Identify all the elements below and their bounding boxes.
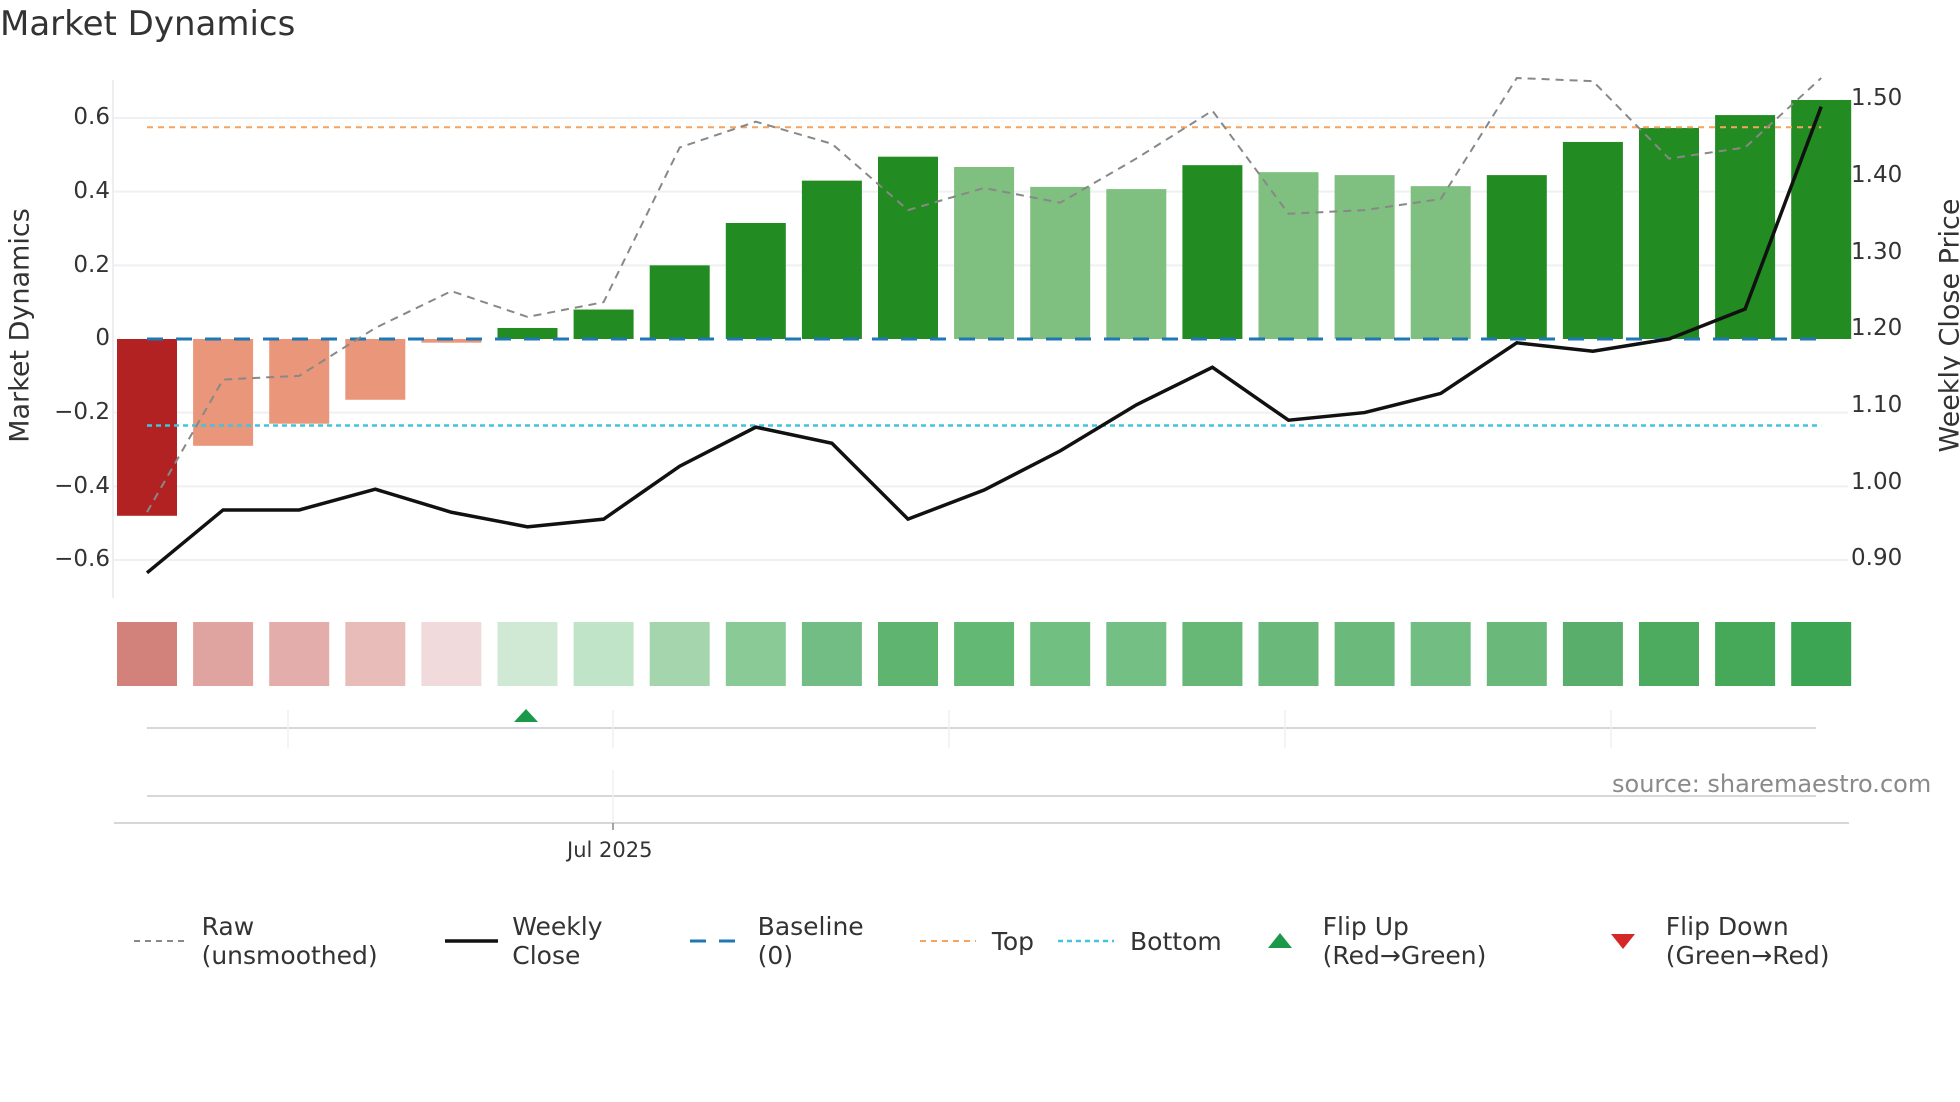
heatmap-cell xyxy=(573,622,634,686)
legend-label: Baseline (0) xyxy=(757,912,864,970)
heatmap-cell xyxy=(1334,622,1395,686)
bar xyxy=(497,327,558,339)
bar xyxy=(1791,99,1852,339)
bar xyxy=(878,156,938,339)
bar xyxy=(421,339,482,343)
legend-label: Top xyxy=(991,926,1035,956)
raw-dashed-line-icon xyxy=(134,940,188,942)
bar xyxy=(1639,127,1699,339)
heatmap-cell xyxy=(1030,622,1091,686)
chart-plot-area xyxy=(112,76,1852,830)
heatmap-cell xyxy=(1410,622,1471,686)
right-tick: 1.30 xyxy=(1851,239,1903,265)
heatmap-cell xyxy=(1106,622,1167,686)
bar xyxy=(725,222,786,339)
legend-item-flip-down: Flip Down (Green→Red) xyxy=(1603,912,1938,970)
heatmap-strip xyxy=(117,622,1852,686)
bar xyxy=(193,339,254,446)
heatmap-cell xyxy=(725,622,786,686)
chart-title: Market Dynamics xyxy=(0,4,296,44)
heatmap-cell xyxy=(878,622,938,686)
bar xyxy=(1715,115,1776,339)
right-tick: 1.20 xyxy=(1851,315,1903,341)
bar xyxy=(573,309,634,339)
flip-timeline xyxy=(147,709,1816,748)
heatmap-cell xyxy=(1182,622,1243,686)
bar xyxy=(117,339,177,516)
weekly-close-line xyxy=(145,106,1823,575)
legend-item-weekly-close: Weekly Close xyxy=(443,912,666,970)
heatmap-cell xyxy=(649,622,710,686)
bar xyxy=(954,167,1015,339)
bar xyxy=(345,339,406,400)
left-tick: 0.4 xyxy=(73,178,110,204)
flip-up-triangle-icon xyxy=(1267,933,1292,948)
bar xyxy=(1486,175,1547,339)
solid-line-icon xyxy=(444,939,499,943)
heatmap-cell xyxy=(1639,622,1699,686)
heatmap-cell xyxy=(1715,622,1776,686)
right-tick: 1.00 xyxy=(1851,469,1903,495)
heatmap-cell xyxy=(1791,622,1852,686)
bar xyxy=(269,339,330,424)
heatmap-cell xyxy=(345,622,406,686)
bar-series xyxy=(117,99,1852,516)
right-tick: 0.90 xyxy=(1851,545,1903,571)
bar xyxy=(649,265,710,339)
left-tick: −0.6 xyxy=(54,546,110,572)
bar xyxy=(1410,186,1471,339)
top-dotted-line-icon xyxy=(919,940,976,942)
legend-label: Bottom xyxy=(1130,926,1222,956)
left-tick: 0.2 xyxy=(73,252,110,278)
right-tick: 1.10 xyxy=(1851,392,1903,418)
heatmap-cell xyxy=(954,622,1015,686)
bottom-dotted-line-icon xyxy=(1058,939,1115,943)
left-tick: 0 xyxy=(95,325,110,351)
legend-item-top: Top xyxy=(918,927,1034,956)
heatmap-cell xyxy=(1486,622,1547,686)
legend-item-raw: Raw (unsmoothed) xyxy=(132,912,421,970)
left-tick: −0.2 xyxy=(54,399,110,425)
raw-unsmoothed-line xyxy=(146,76,1822,513)
flip-down-triangle-icon xyxy=(1610,934,1635,949)
bar xyxy=(1182,165,1243,339)
right-tick: 1.50 xyxy=(1851,85,1903,111)
heatmap-cell xyxy=(421,622,482,686)
bar xyxy=(1562,141,1623,339)
right-tick: 1.40 xyxy=(1851,162,1903,188)
heatmap-cell xyxy=(269,622,330,686)
legend-label: Flip Up (Red→Green) xyxy=(1322,912,1487,970)
heatmap-cell xyxy=(1258,622,1319,686)
bar xyxy=(1258,172,1319,339)
legend-label: Weekly Close xyxy=(512,912,603,970)
reference-lines xyxy=(147,126,1822,427)
date-axis xyxy=(114,770,1849,830)
left-tick: 0.6 xyxy=(73,104,110,130)
heatmap-cell xyxy=(1562,622,1623,686)
heatmap-cell xyxy=(193,622,254,686)
heatmap-cell xyxy=(497,622,558,686)
legend-label: Flip Down (Green→Red) xyxy=(1665,912,1830,970)
legend-label: Raw (unsmoothed) xyxy=(201,912,378,970)
legend: Raw (unsmoothed) Weekly Close Baseline (… xyxy=(132,912,1960,970)
legend-item-flip-up: Flip Up (Red→Green) xyxy=(1260,912,1561,970)
heatmap-cell xyxy=(117,622,177,686)
baseline-dashed-line-icon xyxy=(690,939,744,943)
flip-up-icon xyxy=(514,709,538,722)
bar xyxy=(1106,189,1167,339)
legend-item-baseline: Baseline (0) xyxy=(688,912,896,970)
legend-item-bottom: Bottom xyxy=(1056,927,1222,956)
bar xyxy=(1334,175,1395,339)
bar xyxy=(1030,186,1091,339)
bar xyxy=(801,180,862,339)
x-tick-jul-2025: Jul 2025 xyxy=(567,838,653,862)
heatmap-cell xyxy=(801,622,862,686)
left-tick: −0.4 xyxy=(54,473,110,499)
source-credit: source: sharemaestro.com xyxy=(1612,770,1932,798)
